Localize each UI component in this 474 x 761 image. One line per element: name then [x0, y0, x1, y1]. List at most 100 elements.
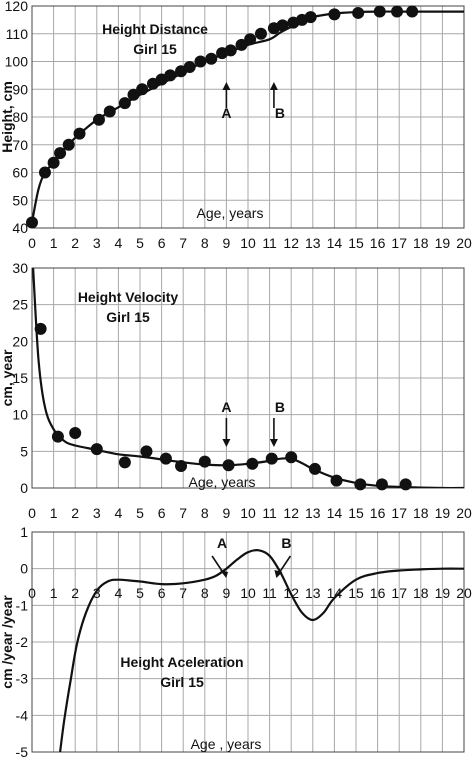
x-tick-label: 2	[71, 585, 79, 601]
data-point	[222, 459, 235, 472]
x-tick-label: 7	[179, 505, 187, 521]
data-point	[69, 427, 82, 439]
x-tick-label: 1	[50, 235, 58, 251]
series-line-acceleration	[59, 549, 464, 752]
y-tick-label: 25	[12, 297, 28, 313]
x-tick-label: 4	[115, 585, 123, 601]
chart-title-line: Girl 15	[133, 41, 177, 57]
x-tick-label: 15	[348, 505, 364, 521]
x-tick-label: 18	[413, 585, 429, 601]
y-tick-label: 50	[12, 192, 28, 208]
y-axis-title: cm, year	[0, 349, 15, 406]
y-tick-label: 30	[12, 260, 28, 276]
annotation-label-a: A	[221, 105, 231, 121]
x-tick-label: 3	[93, 235, 101, 251]
x-tick-label: 14	[327, 235, 343, 251]
x-tick-label: 11	[262, 585, 277, 601]
y-tick-label: 0	[20, 480, 28, 496]
x-tick-label: 17	[391, 235, 407, 251]
x-tick-label: 1	[50, 585, 58, 601]
data-point	[373, 5, 386, 18]
data-point	[308, 462, 321, 475]
y-tick-label: 100	[5, 54, 29, 70]
data-point	[136, 83, 149, 96]
y-tick-label: 40	[12, 220, 28, 236]
y-tick-label: 70	[12, 137, 28, 153]
x-tick-label: 11	[262, 505, 277, 521]
data-point	[164, 69, 177, 82]
x-tick-label: 16	[370, 585, 386, 601]
data-point	[51, 430, 64, 443]
data-point	[34, 322, 47, 335]
data-point	[205, 52, 218, 65]
x-tick-label: 9	[223, 585, 231, 601]
x-tick-label: 9	[223, 505, 231, 521]
x-tick-label: 1	[50, 505, 58, 521]
data-point	[26, 216, 38, 229]
x-tick-label: 2	[71, 505, 79, 521]
annotation-arrow-b	[274, 555, 292, 578]
data-point	[198, 455, 211, 468]
y-tick-label: 1	[20, 524, 28, 540]
data-point	[54, 147, 67, 160]
x-tick-label: 4	[115, 505, 123, 521]
y-tick-label: 120	[5, 0, 29, 14]
x-tick-label: 6	[158, 235, 166, 251]
plot-area-acceleration	[59, 549, 464, 752]
y-tick-label: -2	[16, 634, 29, 650]
x-tick-label: 19	[435, 585, 451, 601]
x-tick-label: 15	[348, 585, 364, 601]
grid-acceleration	[31, 531, 465, 753]
data-point	[244, 33, 257, 46]
y-tick-label: 15	[12, 370, 28, 386]
x-tick-label: 12	[283, 235, 299, 251]
x-tick-label: 15	[348, 235, 364, 251]
data-point	[183, 61, 196, 74]
data-point	[159, 452, 172, 465]
x-tick-label: 17	[391, 585, 407, 601]
annotation-label-b: B	[275, 399, 285, 415]
x-tick-label: 6	[158, 505, 166, 521]
data-point	[38, 166, 51, 179]
data-point	[399, 478, 412, 491]
data-point	[175, 460, 188, 472]
data-point	[235, 38, 248, 51]
plot-frame	[31, 531, 465, 753]
annotation-arrow-a	[222, 418, 231, 447]
x-tick-label: 0	[28, 235, 36, 251]
x-tick-label: 4	[115, 235, 123, 251]
x-tick-label: 0	[28, 505, 36, 521]
x-tick-label: 19	[435, 235, 451, 251]
x-tick-label: 11	[262, 235, 277, 251]
y-axis-title: cm /year /year	[0, 595, 15, 689]
x-tick-label: 0	[28, 585, 36, 601]
x-tick-label: 14	[327, 585, 343, 601]
chart-title-line: Height Distance	[102, 21, 208, 37]
data-point	[140, 445, 153, 458]
y-tick-label: -4	[16, 707, 29, 723]
data-point	[246, 457, 259, 470]
x-axis-title: Age, years	[189, 474, 256, 490]
data-point	[354, 478, 367, 491]
x-tick-label: 8	[201, 235, 209, 251]
x-tick-label: 10	[240, 585, 256, 601]
data-point	[47, 156, 60, 169]
data-point	[406, 5, 419, 18]
x-tick-label: 7	[179, 585, 187, 601]
plot-frame	[31, 267, 465, 489]
data-point	[127, 88, 140, 101]
chart-acceleration: 0 1 2 3 4 5 6 7 8 9 10 11 12 13 14 15 16 17 18 19 20-5-4-3-2…	[0, 524, 472, 760]
plot-frame	[31, 5, 465, 229]
y-tick-label: 90	[12, 81, 28, 97]
data-point	[328, 8, 341, 21]
x-tick-label: 17	[391, 505, 407, 521]
data-point	[391, 5, 404, 18]
chart-distance: 0 1 2 3 4 5 6 7 8 9 10 11 12 13 14 15 16 17 18 19 2040506070…	[0, 0, 472, 251]
x-tick-label: 13	[305, 505, 321, 521]
y-tick-label: -1	[16, 597, 29, 613]
data-point	[265, 452, 278, 465]
x-tick-label: 12	[283, 505, 299, 521]
grid-velocity	[31, 267, 465, 489]
y-tick-label: 0	[20, 561, 28, 577]
